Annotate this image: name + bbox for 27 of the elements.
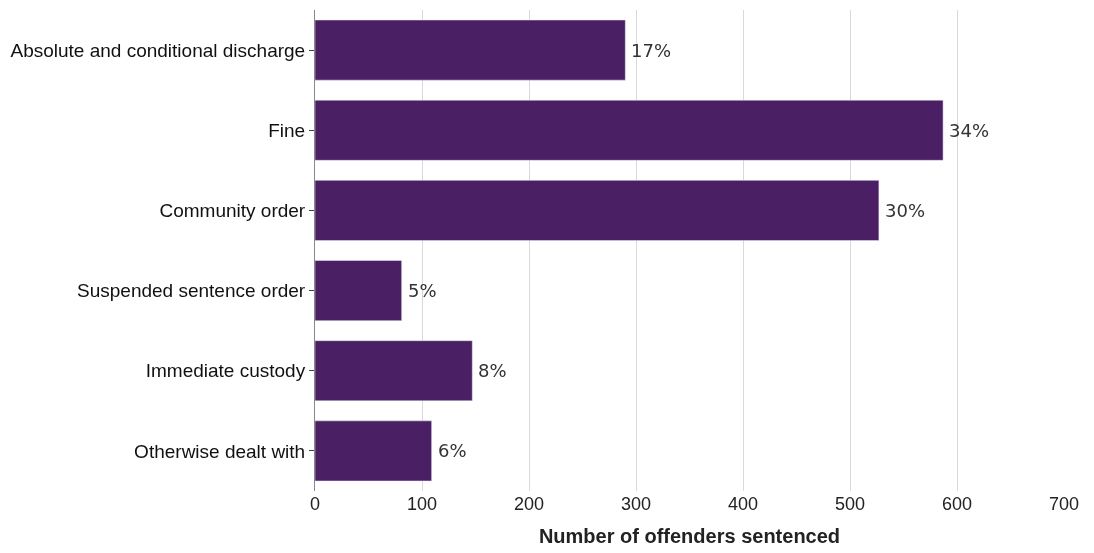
bar xyxy=(315,180,880,241)
y-tick-label: Fine xyxy=(268,119,306,141)
annotation: 34% xyxy=(949,120,990,141)
x-tick-label: 200 xyxy=(513,494,545,514)
bar xyxy=(315,260,402,321)
annotation: 5% xyxy=(408,280,437,301)
bar xyxy=(315,19,626,81)
y-tick-label: Otherwise dealt with xyxy=(134,440,306,462)
x-tick-label: 100 xyxy=(406,494,438,514)
bar xyxy=(315,420,432,482)
y-tick-label: Community order xyxy=(159,200,306,222)
y-tick-label: Suspended sentence order xyxy=(77,280,306,302)
x-tick-label: 500 xyxy=(834,494,866,514)
x-tick-label: 400 xyxy=(727,494,759,514)
x-tick-label: 600 xyxy=(941,494,973,514)
annotation: 17% xyxy=(631,40,672,61)
annotation: 8% xyxy=(478,360,507,381)
y-tick-label: Absolute and conditional discharge xyxy=(10,39,306,61)
bar xyxy=(315,340,473,402)
x-tick-label: 700 xyxy=(1048,494,1080,514)
annotation: 30% xyxy=(885,200,926,221)
x-tick-label: 0 xyxy=(309,494,321,514)
y-tick-label: Immediate custody xyxy=(145,360,306,382)
x-axis-title: Number of offenders sentenced xyxy=(538,524,841,547)
bar xyxy=(315,99,944,161)
annotation: 6% xyxy=(438,440,467,461)
x-tick-label: 300 xyxy=(620,494,652,514)
